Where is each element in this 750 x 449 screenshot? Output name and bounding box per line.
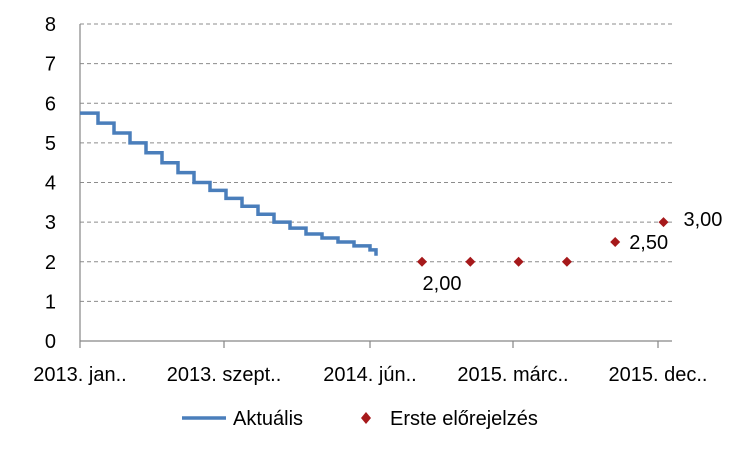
x-tick-label: 2014. jún.. [323,364,416,386]
gridlines [80,23,672,302]
data-labels: 2,00 2,50 3,00 [423,209,723,295]
data-label: 2,50 [629,232,668,254]
series-erste-marker [561,256,572,267]
legend-erste-label: Erste előrejelzés [390,408,538,430]
x-tick-label: 2015. dec.. [609,364,708,386]
x-tick-label: 2013. szept.. [167,364,282,386]
y-tick-label: 4 [45,173,56,195]
series-aktualis-line [80,111,378,256]
x-tick-label: 2013. jan.. [33,364,126,386]
y-tick-label: 5 [45,133,56,155]
y-tick-label: 1 [45,291,56,313]
y-tick-label: 6 [45,93,56,115]
data-label: 2,00 [423,273,462,295]
series-erste-marker [513,256,524,267]
legend: Aktuális Erste előrejelzés [182,408,538,430]
data-label: 3,00 [684,209,723,231]
series-erste-marker [465,256,476,267]
series-layer [80,111,669,267]
legend-erste-swatch [361,412,371,424]
x-axis-tick-labels: 2013. jan.. 2013. szept.. 2014. jún.. 2015.… [33,364,707,386]
y-tick-label: 2 [45,252,56,274]
series-erste-marker [610,236,621,247]
y-tick-label: 7 [45,54,56,76]
axes [79,24,672,348]
legend-aktualis-label: Aktuális [233,408,303,430]
x-tick-label: 2015. márc.. [457,364,568,386]
series-erste-marker [658,217,669,228]
y-axis-tick-labels: 0 1 2 3 4 5 6 7 8 [45,14,56,353]
series-erste-marker [417,256,427,267]
y-tick-label: 3 [45,212,56,234]
y-tick-label: 8 [45,14,56,36]
y-tick-label: 0 [45,331,56,353]
